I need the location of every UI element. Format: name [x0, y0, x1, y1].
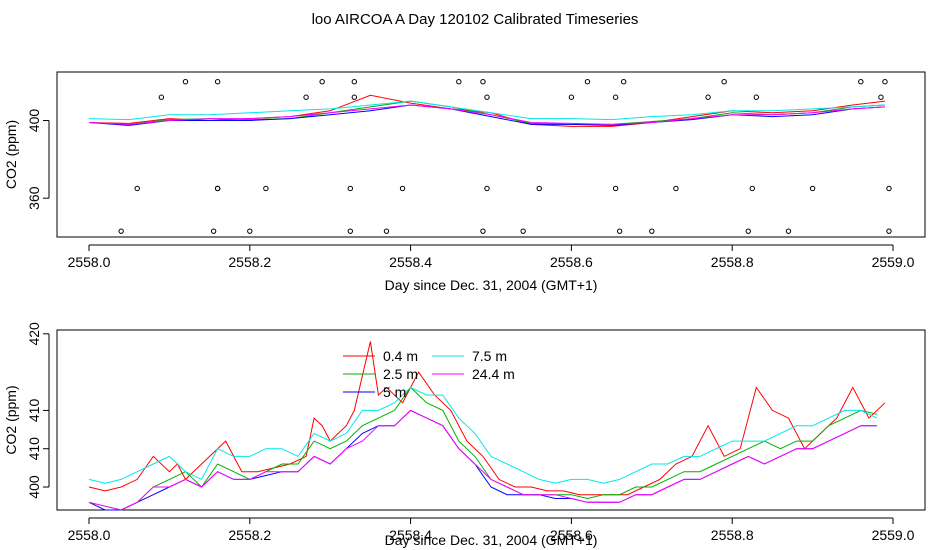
y-tick-label: 400 — [26, 109, 42, 133]
flag-point — [484, 94, 490, 100]
x-axis-label: Day since Dec. 31, 2004 (GMT+1) — [385, 277, 598, 293]
flag-point — [878, 94, 884, 100]
flag-point — [347, 228, 353, 234]
flag-point — [809, 185, 816, 192]
series-line — [88, 104, 886, 125]
flag-point — [210, 228, 217, 234]
series-line — [88, 104, 886, 126]
x-tick-label: 2558.2 — [228, 254, 271, 270]
series-line — [88, 409, 877, 511]
flag-point — [118, 228, 124, 234]
flag-point — [620, 79, 627, 85]
y-tick-label: 360 — [26, 186, 42, 210]
flag-point — [649, 228, 655, 234]
flag-point — [886, 185, 892, 192]
legend-label: 7.5 m — [472, 348, 507, 364]
flag-point — [456, 79, 462, 85]
flag-point — [214, 79, 221, 85]
flag-point — [882, 79, 888, 85]
y-tick-label: 410 — [26, 399, 42, 423]
flag-point — [612, 94, 619, 100]
flag-point — [673, 185, 679, 192]
legend-label: 2.5 m — [383, 366, 418, 382]
flag-point — [351, 79, 358, 85]
series-line — [88, 409, 877, 511]
flag-point — [319, 79, 325, 85]
flag-point — [721, 79, 727, 85]
flag-point — [705, 94, 711, 100]
flag-point — [347, 185, 353, 192]
x-tick-label: 2559.0 — [872, 527, 915, 543]
flag-point — [612, 185, 619, 192]
flag-point — [886, 228, 892, 234]
flag-point — [134, 185, 140, 192]
y-tick-label: 410 — [26, 437, 42, 461]
plot-frame — [56, 71, 926, 238]
flag-point — [399, 185, 406, 192]
chart-title: loo AIRCOA A Day 120102 Calibrated Times… — [311, 11, 639, 28]
series-line — [88, 100, 886, 121]
x-axis-label: Day since Dec. 31, 2004 (GMT+1) — [385, 532, 598, 548]
flag-point — [520, 228, 526, 234]
plot-frame — [56, 329, 926, 511]
flag-point — [749, 185, 755, 192]
flag-point — [584, 79, 591, 85]
x-tick-label: 2558.4 — [389, 527, 432, 543]
flag-point — [480, 228, 486, 234]
x-tick-label: 2559.0 — [872, 254, 915, 270]
flag-point — [263, 185, 269, 192]
flag-point — [858, 79, 864, 85]
series-line — [88, 386, 878, 511]
flag-point — [536, 185, 542, 192]
x-tick-label: 2558.4 — [389, 254, 432, 270]
x-tick-label: 2558.6 — [550, 254, 593, 270]
flag-point — [351, 94, 358, 100]
flag-point — [785, 228, 792, 234]
x-tick-label: 2558.2 — [228, 527, 271, 543]
flag-point — [480, 79, 486, 85]
x-tick-label: 2558.6 — [550, 527, 593, 543]
flag-point — [158, 94, 165, 100]
series-line — [88, 386, 878, 484]
y-tick-label: 400 — [26, 475, 42, 499]
flag-point — [745, 228, 751, 234]
y-tick-label: 420 — [26, 322, 42, 346]
legend-label: 24.4 m — [472, 366, 515, 382]
flag-point — [303, 94, 309, 100]
flag-point — [753, 94, 760, 100]
flag-point — [182, 79, 189, 85]
y-axis-label: CO2 (ppm) — [3, 385, 19, 454]
x-tick-label: 2558.0 — [68, 527, 111, 543]
flag-point — [616, 228, 623, 234]
legend-label: 5 m — [383, 384, 406, 400]
flag-point — [383, 228, 390, 234]
flag-point — [214, 185, 221, 192]
x-tick-label: 2558.8 — [711, 527, 754, 543]
flag-point — [484, 185, 490, 192]
legend-label: 0.4 m — [383, 348, 418, 364]
x-tick-label: 2558.8 — [711, 254, 754, 270]
flag-point — [568, 94, 575, 100]
series-line — [88, 341, 886, 496]
x-tick-label: 2558.0 — [68, 254, 111, 270]
flag-point — [247, 228, 253, 234]
y-axis-label: CO2 (ppm) — [3, 120, 19, 189]
